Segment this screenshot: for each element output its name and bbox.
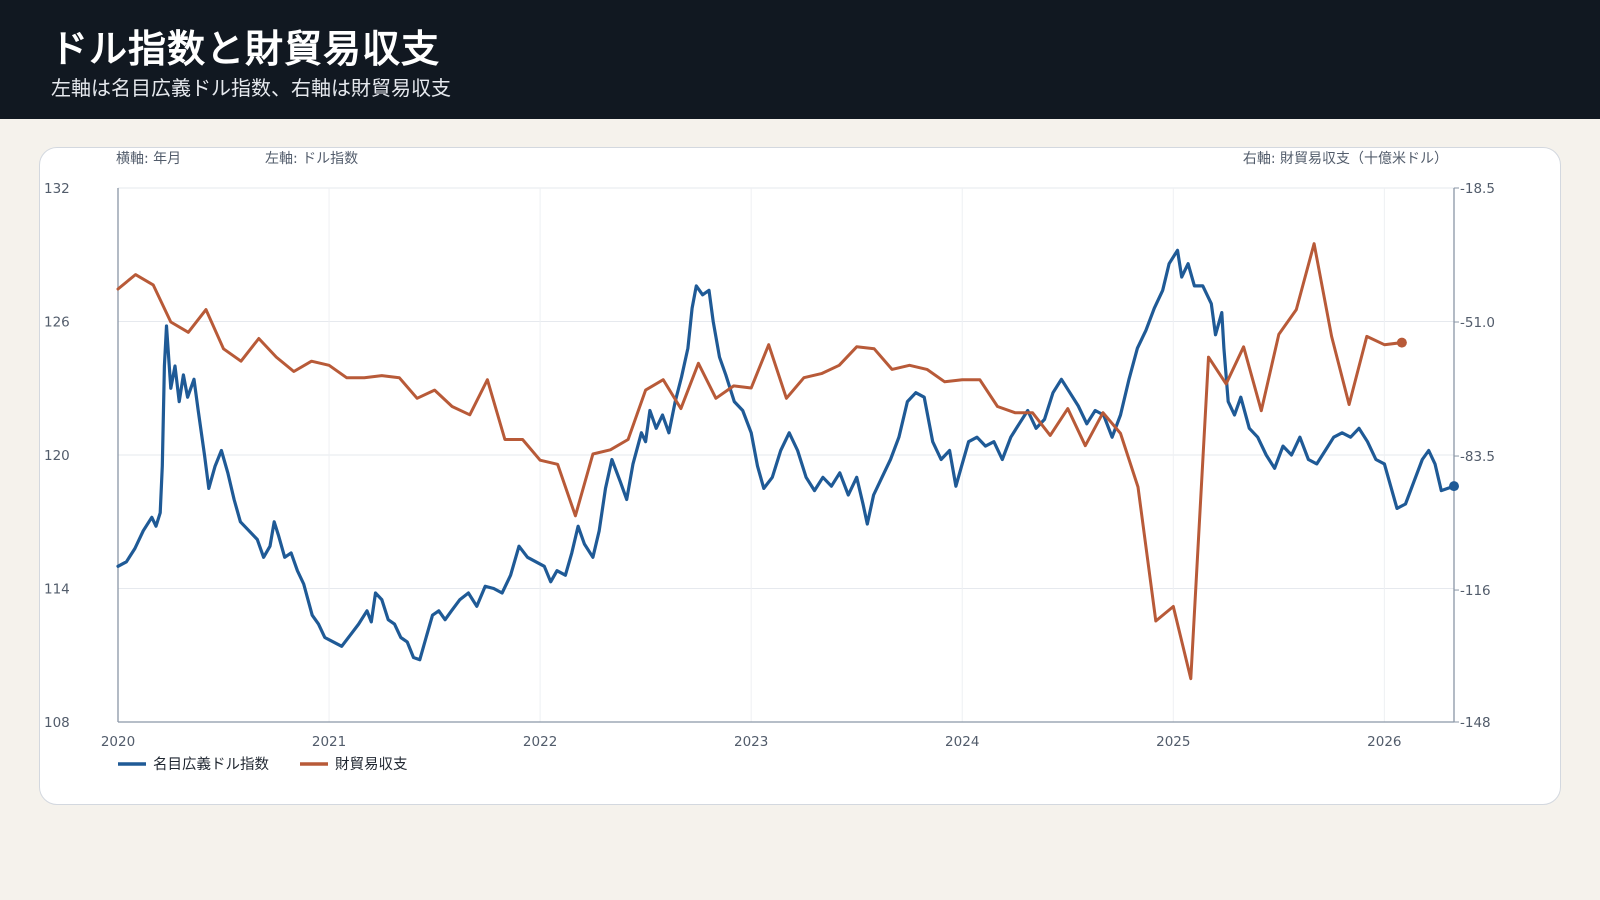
x-tick-label: 2024 (945, 734, 979, 750)
x-tick-label: 2020 (101, 734, 135, 750)
legend: 名目広義ドル指数 財貿易収支 (118, 756, 408, 773)
y-right-tick-label: -18.5 (1460, 181, 1495, 197)
y-right-tick-label: -51.0 (1460, 315, 1495, 331)
page-subtitle: 左軸は名目広義ドル指数、右軸は財貿易収支 (51, 76, 451, 100)
y-left-axis-title: 左軸: ドル指数 (265, 151, 358, 167)
y-left-tick-label: 114 (44, 582, 70, 598)
y-left-tick-label: 126 (44, 315, 70, 331)
series-lines (116, 242, 1459, 681)
x-tick-label: 2025 (1156, 734, 1190, 750)
y-left-tick-label: 120 (44, 448, 70, 464)
y-right-tick-label: -83.5 (1460, 449, 1495, 465)
dual-axis-line-chart: 132 126 120 114 108 2020 2021 2022 2023 2024 2025 2… (44, 151, 1495, 773)
trade-balance-line (116, 242, 1404, 681)
header-bar: ドル指数と財貿易収支 左軸は名目広義ドル指数、右軸は財貿易収支 (0, 0, 1600, 119)
y-right-tick-label: -116 (1460, 583, 1491, 599)
legend-label-dollar-index: 名目広義ドル指数 (153, 756, 269, 773)
y-left-tick-label: 108 (44, 715, 70, 731)
chart-card: 132 126 120 114 108 2020 2021 2022 2023 2024 2025 2… (39, 147, 1561, 805)
tick-labels: 132 126 120 114 108 2020 2021 2022 2023 2024 2025 2… (44, 181, 1495, 750)
y-right-axis-title: 右軸: 財貿易収支（十億米ドル） (1243, 151, 1448, 167)
legend-label-trade-balance: 財貿易収支 (335, 756, 408, 773)
dollar-index-line (116, 248, 1456, 662)
axes (117, 187, 1459, 723)
x-tick-label: 2022 (523, 734, 557, 750)
x-tick-label: 2026 (1367, 734, 1401, 750)
page-title: ドル指数と財貿易収支 (50, 27, 441, 71)
y-right-tick-label: -148 (1460, 715, 1491, 731)
x-tick-label: 2023 (734, 734, 768, 750)
dollar-index-endpoint (1449, 481, 1459, 492)
x-tick-label: 2021 (312, 734, 346, 750)
trade-balance-endpoint (1396, 337, 1407, 348)
grid-lines (117, 187, 1454, 723)
x-axis-title: 横軸: 年月 (116, 151, 181, 167)
y-left-tick-label: 132 (44, 181, 70, 197)
